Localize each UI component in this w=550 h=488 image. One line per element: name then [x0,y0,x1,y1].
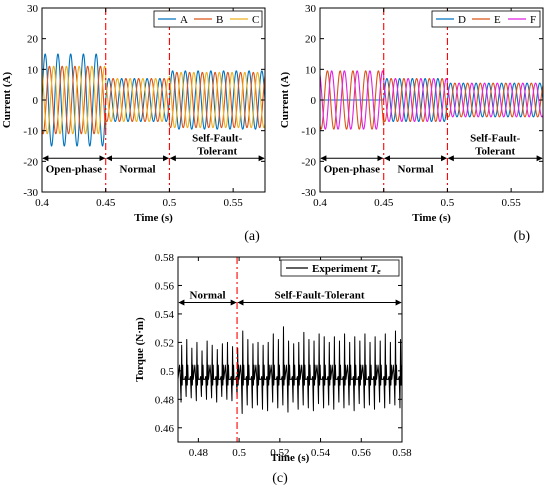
c-xtick-label: 0.48 [189,447,209,459]
a-legend-label-c: C [252,14,259,26]
c-xtick-label: 0.58 [392,447,412,459]
c-y-axis-label: Torque (N·m) [134,317,146,382]
a-xtick-label: 0.5 [163,197,177,209]
c-legend-symbol-subscript: e [377,267,381,276]
c-legend-symbol: T [370,263,378,275]
b-ytick-label: 20 [305,34,317,46]
panel-a-chart: 0.4 0.45 0.5 0.55 -30 -20 -10 0 10 20 30 Time (s) Cu… [1,3,266,224]
b-region-label-line: Self-Fault- [470,132,520,144]
b-ytick-label: 10 [305,64,317,76]
b-xtick-label: 0.4 [313,197,327,209]
c-x-axis-label: Time (s) [271,452,310,464]
c-ytick-label: 0.56 [155,280,175,292]
c-xtick-label: 0.54 [311,447,331,459]
a-legend-label-a: A [180,14,188,26]
c-legend-box [280,259,400,277]
c-ytick-label: 0.52 [155,337,174,349]
c-ytick-label: 0.5 [160,366,174,378]
panel-c-chart: 0.48 0.5 0.52 0.54 0.56 0.58 0.46 0.48 0.5 0.52 0.… [134,252,412,464]
c-xtick-label: 0.52 [270,447,289,459]
a-region-label-2: Normal [120,163,156,175]
c-ytick-label: 0.58 [155,252,175,264]
a-xtick-label: 0.55 [224,197,244,209]
b-ytick-label: 0 [311,95,317,107]
b-legend-label-e: E [494,14,501,26]
a-y-axis-label: Current (A) [1,72,13,129]
a-ytick-label: -20 [23,156,38,168]
c-ytick-label: 0.54 [155,309,175,321]
b-region-label-line: Tolerant [475,145,515,157]
caption-a: (a) [244,229,260,244]
a-region-label-3: Self-Fault-Tolerant [192,132,242,157]
a-ytick-label: 20 [27,34,39,46]
b-x-axis-label: Time (s) [412,212,451,224]
b-region-label-1: Open-phase [324,163,380,175]
caption-b: (b) [514,229,531,244]
a-xtick-label: 0.45 [96,197,116,209]
b-ytick-label: -20 [301,156,316,168]
c-ytick-label: 0.46 [155,423,175,435]
b-y-axis-label: Current (A) [279,72,291,129]
b-region-label-2: Normal [398,163,434,175]
c-xtick-label: 0.56 [352,447,372,459]
c-series-te [178,326,402,415]
c-legend-text: Experiment [312,263,370,275]
c-xtick-label: 0.5 [232,447,246,459]
a-series-group [42,53,265,147]
b-xtick-label: 0.45 [374,197,394,209]
a-ytick-label: 0 [33,95,39,107]
caption-c: (c) [272,471,288,486]
c-axes-frame [177,256,403,443]
c-region-label-2: Self-Fault-Tolerant [275,290,365,302]
c-legend-label: Experiment Te [312,263,381,276]
b-series-group [320,70,543,130]
b-legend-label-d: D [458,14,466,26]
b-ytick-label: 30 [305,3,317,15]
b-xtick-label: 0.55 [502,197,522,209]
a-ytick-label: 10 [27,64,39,76]
a-legend-label-b: B [216,14,223,26]
a-xtick-label: 0.4 [35,197,49,209]
b-ytick-label: -10 [301,126,316,138]
a-region-label-line: Tolerant [197,145,237,157]
a-region-label-line: Self-Fault- [192,132,242,144]
a-x-axis-label: Time (s) [134,212,173,224]
c-series-group [178,326,402,415]
a-ytick-label: -30 [23,187,38,199]
a-series-c [42,65,265,135]
a-ytick-label: 30 [27,3,39,15]
c-region-label-1: Normal [190,290,226,302]
a-region-label-1: Open-phase [46,163,102,175]
b-xtick-label: 0.5 [441,197,455,209]
b-region-label-3: Self-Fault-Tolerant [470,132,520,157]
b-ytick-label: -30 [301,187,316,199]
c-ytick-label: 0.48 [155,394,175,406]
panel-b-chart: 0.4 0.45 0.5 0.55 -30 -20 -10 0 10 20 30 Time (s) Cu… [279,3,544,224]
b-legend-label-f: F [530,14,536,26]
b-series-f [320,70,543,130]
a-ytick-label: -10 [23,126,38,138]
